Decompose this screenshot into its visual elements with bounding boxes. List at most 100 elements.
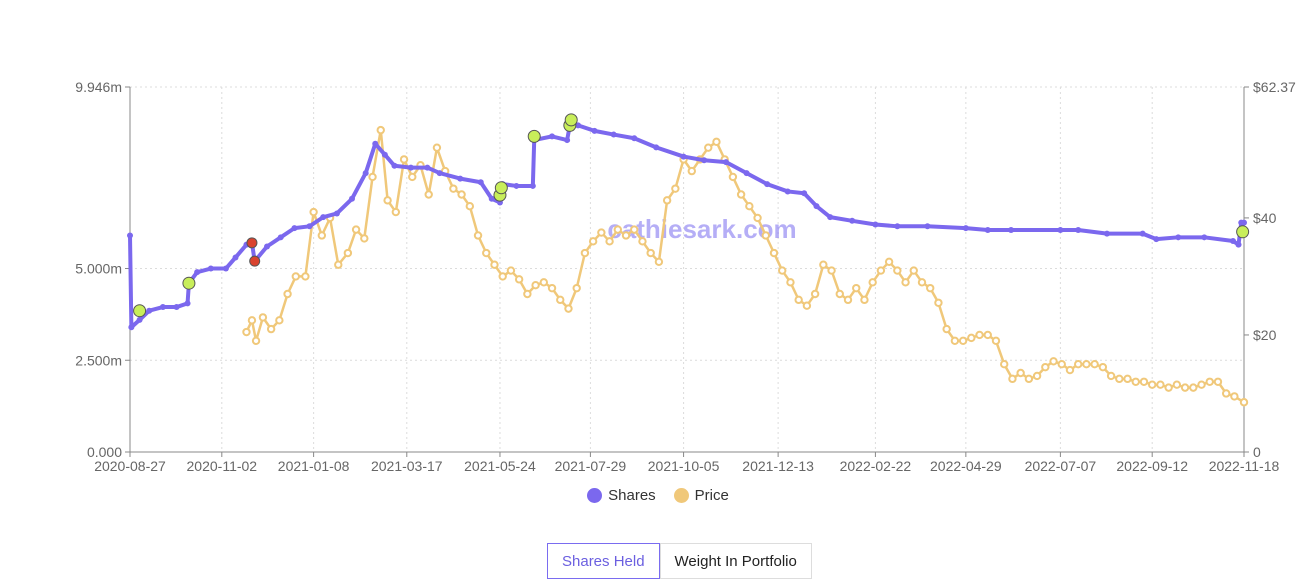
- y-right-tick-label: $40: [1253, 210, 1277, 226]
- buy-marker: [182, 276, 196, 290]
- x-tick-label: 2022-11-18: [1209, 458, 1280, 474]
- price-point: [473, 231, 483, 240]
- x-tick-label: 2022-09-12: [1116, 458, 1188, 474]
- shares-point: [610, 131, 617, 138]
- price-point: [258, 313, 268, 322]
- shares-point: [849, 217, 856, 224]
- x-tick-label: 2022-07-07: [1025, 458, 1097, 474]
- price-point: [1213, 377, 1223, 386]
- shares-point: [1057, 226, 1064, 233]
- price-point: [745, 202, 754, 211]
- price-point: [1074, 360, 1083, 369]
- price-point: [926, 283, 935, 293]
- shares-point: [146, 307, 153, 314]
- price-point: [498, 272, 507, 281]
- buy-marker: [527, 129, 541, 143]
- price-point: [1197, 380, 1206, 389]
- shares-point: [184, 300, 191, 307]
- price-point: [482, 248, 491, 258]
- shares-point: [1075, 226, 1082, 233]
- price-point: [613, 225, 623, 234]
- price-point: [1221, 389, 1231, 398]
- price-point: [1032, 371, 1042, 381]
- price-point: [761, 231, 770, 240]
- price-point: [917, 278, 927, 287]
- price-point: [1147, 380, 1157, 389]
- shares-point: [333, 210, 340, 217]
- price-point: [317, 231, 327, 240]
- x-tick-label: 2020-08-27: [94, 458, 166, 474]
- x-tick-label: 2021-03-17: [371, 458, 443, 474]
- shares-point: [827, 214, 834, 221]
- price-point: [638, 237, 647, 246]
- y-left-tick-label: 2.500m: [75, 352, 122, 368]
- price-point: [1065, 365, 1075, 375]
- price-point: [778, 266, 787, 275]
- price-point: [662, 196, 672, 205]
- buy-marker: [494, 181, 508, 195]
- price-series: [242, 125, 1249, 407]
- price-point: [283, 289, 292, 299]
- price-point: [564, 304, 573, 313]
- price-point: [975, 330, 984, 340]
- shares-point: [264, 243, 271, 250]
- y-left-tick-label: 9.946m: [75, 79, 122, 95]
- price-point: [291, 272, 300, 281]
- price-point: [835, 289, 844, 299]
- shares-point: [306, 223, 313, 230]
- price-point: [958, 336, 968, 346]
- shares-point: [924, 223, 931, 230]
- shares-held-button[interactable]: Shares Held: [547, 543, 660, 579]
- shares-point: [372, 140, 379, 147]
- legend-item-price[interactable]: Price: [673, 487, 729, 504]
- price-point: [671, 184, 680, 193]
- shares-point: [680, 153, 687, 160]
- shares-point: [631, 135, 638, 142]
- price-point: [909, 266, 918, 275]
- x-tick-label: 2022-04-29: [930, 458, 1002, 474]
- shares-point: [564, 137, 571, 144]
- shares-point: [381, 151, 388, 158]
- price-point: [802, 301, 812, 310]
- price-point: [1239, 398, 1249, 407]
- price-point: [547, 283, 557, 293]
- price-point: [1156, 380, 1165, 389]
- price-point: [368, 172, 377, 182]
- x-tick-label: 2021-05-24: [464, 458, 536, 474]
- price-point: [424, 190, 433, 199]
- price-point: [399, 155, 409, 164]
- shares-point: [320, 214, 327, 221]
- price-point: [1000, 360, 1009, 369]
- price-point: [736, 190, 746, 199]
- shares-point: [407, 164, 414, 171]
- price-point: [247, 316, 257, 325]
- price-point: [712, 137, 721, 147]
- x-tick-label: 2021-01-08: [278, 458, 350, 474]
- price-point: [523, 289, 532, 299]
- price-point: [506, 266, 516, 275]
- shares-point: [424, 164, 431, 171]
- weight-in-portfolio-button[interactable]: Weight In Portfolio: [659, 543, 812, 579]
- shares-point: [813, 203, 820, 210]
- shares-point: [801, 190, 808, 197]
- price-point: [1049, 357, 1058, 366]
- price-point: [597, 228, 606, 237]
- y-left-tick-label: 5.000m: [75, 261, 122, 277]
- shares-point: [1103, 230, 1110, 237]
- legend: Shares Price: [0, 487, 1316, 504]
- price-point: [242, 327, 251, 337]
- price-point: [1057, 360, 1066, 369]
- price-point: [1172, 380, 1182, 389]
- legend-item-shares[interactable]: Shares: [587, 487, 656, 504]
- price-point: [852, 283, 861, 293]
- y-right-tick-label: $20: [1253, 327, 1277, 343]
- price-point: [449, 184, 458, 193]
- price-point: [465, 202, 475, 211]
- price-point: [983, 330, 992, 340]
- shares-point: [128, 324, 135, 331]
- shares-point: [1175, 234, 1182, 241]
- x-tick-label: 2021-10-05: [648, 458, 720, 474]
- shares-point: [222, 265, 229, 272]
- price-point: [1016, 368, 1025, 378]
- shares-point: [529, 182, 536, 189]
